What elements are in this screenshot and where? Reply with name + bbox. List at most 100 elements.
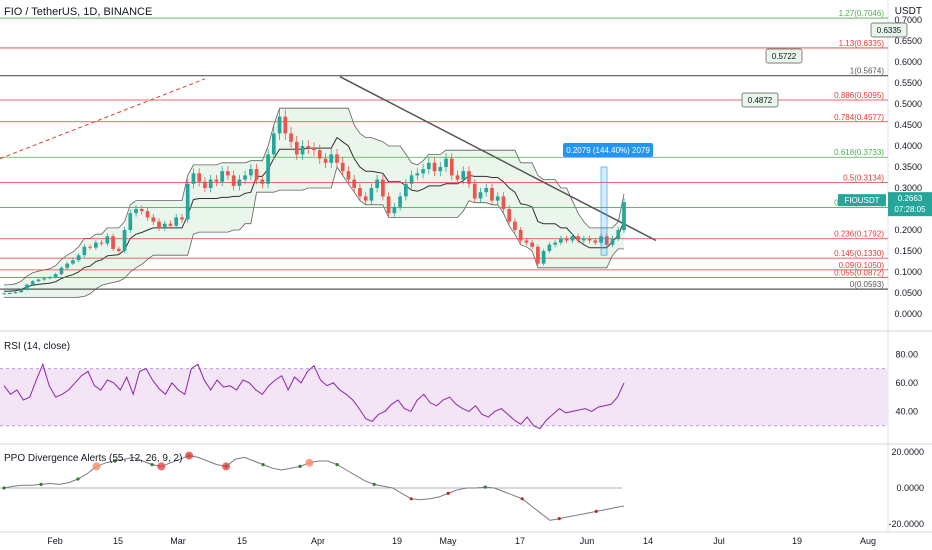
candle-body (2, 293, 6, 295)
fib-level-label: 1(0.5674) (850, 67, 885, 76)
candle-body (168, 223, 173, 226)
fib-level-label: 0.09(0.1050) (839, 261, 885, 270)
candle-body (260, 179, 265, 184)
candle-body (19, 289, 24, 293)
currency-label: USDT (894, 6, 922, 17)
measure-range-box (600, 166, 608, 256)
candle-body (518, 230, 523, 241)
price-tick-label: 0.4500 (894, 120, 922, 130)
candle-body (162, 223, 167, 228)
candle-body (128, 213, 133, 230)
time-tick-label: Mar (170, 536, 186, 546)
candle-body (421, 169, 425, 174)
ppo-point (76, 477, 80, 481)
time-tick-label: 19 (792, 536, 802, 546)
candle-body (99, 242, 104, 244)
price-callout-box (765, 48, 803, 64)
candle-body (151, 217, 156, 222)
last-price-countdown: 07:28:05 (894, 205, 926, 214)
ppo-point (39, 482, 43, 486)
candle-body (404, 183, 408, 197)
ppo-point (150, 463, 154, 467)
candle-body (59, 267, 64, 275)
candle-body (501, 196, 506, 209)
descending-trendline (339, 76, 657, 242)
ppo-tick-label: 0.0000 (896, 483, 924, 493)
ppo-signal-dot (185, 451, 194, 460)
ppo-tick-label: 20.0000 (891, 447, 924, 457)
candle-body (352, 179, 357, 188)
fib-level-label: 0.145(0.1330) (834, 249, 884, 258)
candle-body (134, 209, 138, 214)
time-tick-label: 15 (113, 536, 123, 546)
price-tick-label: 0.0000 (894, 309, 922, 319)
time-tick-label: Jul (713, 536, 725, 546)
price-callout-box (741, 92, 779, 108)
candle-body (449, 158, 454, 176)
ppo-point (2, 486, 6, 490)
candle-body (455, 175, 460, 180)
fib-level-label: 0.886(0.5095) (834, 91, 884, 100)
candle-body (30, 281, 35, 285)
candle-body (271, 133, 276, 155)
candle-body (231, 175, 236, 186)
time-tick-label: 17 (515, 536, 525, 546)
ppo-signal-dot (222, 462, 231, 471)
candle-body (111, 236, 115, 249)
candle-body (237, 179, 242, 186)
time-tick-label: Aug (860, 536, 876, 546)
candle-body (398, 196, 402, 207)
candle-body (174, 217, 179, 226)
candle-body (570, 236, 575, 241)
time-tick-label: 14 (643, 536, 653, 546)
candle-body (381, 179, 385, 197)
fib-level-label: 0.5(0.3134) (843, 173, 884, 182)
candle-body (438, 167, 443, 172)
candle-body (541, 251, 546, 264)
candle-body (616, 230, 621, 239)
rsi-tick-label: 40.00 (895, 406, 918, 416)
candle-body (375, 179, 379, 188)
candle-body (524, 240, 529, 243)
candle-body (180, 217, 184, 220)
candle-body (306, 146, 311, 149)
candle-body (547, 244, 552, 251)
candle-body (358, 188, 362, 197)
price-tick-label: 0.7000 (894, 15, 922, 25)
candle-body (559, 238, 563, 243)
rsi-tick-label: 80.00 (895, 349, 918, 359)
candle-body (576, 236, 580, 241)
candle-body (472, 183, 477, 199)
price-tick-label: 0.5000 (894, 99, 922, 109)
time-tick-label: 15 (237, 536, 247, 546)
candle-body (369, 188, 374, 201)
ppo-point (113, 459, 117, 463)
candle-body (220, 171, 224, 182)
candle-body (335, 154, 339, 163)
price-tick-label: 0.0500 (894, 288, 922, 298)
overlay-labels: 0.2079 (144.40%) 2079 0.6335 0.5722 0.4872 0… (563, 22, 932, 256)
candle-body (507, 209, 512, 222)
rsi-title: RSI (14, close) (4, 341, 71, 352)
candle-body (392, 206, 397, 214)
candle-body (65, 263, 69, 268)
candle-body (386, 196, 391, 214)
candle-body (36, 279, 41, 282)
candle-body (88, 246, 92, 248)
fib-level-label: 0.055(0.0872) (834, 268, 884, 277)
candle-body (266, 154, 270, 184)
time-tick-label: 19 (392, 536, 402, 546)
channel-upper-line (3, 107, 625, 286)
candle-body (312, 148, 316, 151)
ppo-signal-dot (157, 462, 166, 471)
price-tick-label: 0.6500 (894, 36, 922, 46)
price-tick-label: 0.5500 (894, 78, 922, 88)
last-price-tag (888, 192, 932, 217)
candle-body (42, 278, 47, 280)
candle-body (139, 209, 144, 212)
candle-body (94, 242, 98, 248)
price-tick-label: 0.4000 (894, 141, 922, 151)
candle-body (289, 133, 293, 142)
ppo-point (261, 463, 265, 467)
